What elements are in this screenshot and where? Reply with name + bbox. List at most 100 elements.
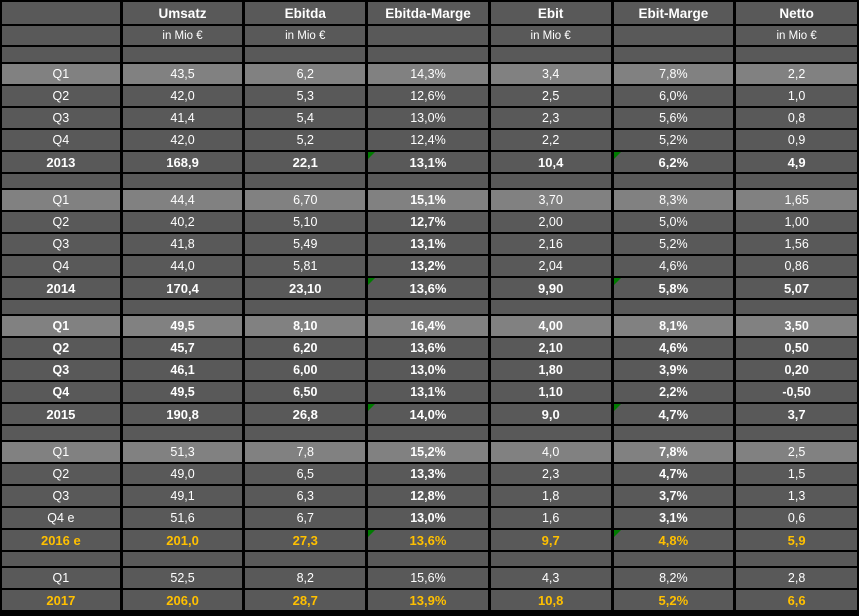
cell-2016-total-ebit-marge[interactable]: 4,8% [613,530,737,552]
cell-2014-total-umsatz[interactable]: 170,4 [122,278,246,300]
cell-2013-Q4-umsatz[interactable]: 42,0 [122,130,246,152]
cell-2014-Q2-ebitda-marge[interactable]: 12,7% [368,212,491,234]
cell-2016-total-ebitda[interactable]: 27,3 [245,530,369,552]
cell-2015-Q1-umsatz[interactable]: 49,5 [122,316,246,338]
cell-2015-Q1-ebitda-marge[interactable]: 16,4% [368,316,491,338]
cell-2013-Q3-label[interactable]: Q3 [0,108,123,130]
cell-2013-total-umsatz[interactable]: 168,9 [122,152,246,174]
cell-2013-Q1-ebitda[interactable]: 6,2 [245,64,369,86]
cell-2015-Q3-ebit-marge[interactable]: 3,9% [613,360,737,382]
cell-2016-Q3-ebit[interactable]: 1,8 [490,486,614,508]
cell-2014-Q1-netto[interactable]: 1,65 [736,190,859,212]
cell-2015-Q2-ebit[interactable]: 2,10 [490,338,614,360]
cell-2016-total-label[interactable]: 2016 e [0,530,123,552]
cell-2016-Q2-ebitda-marge[interactable]: 13,3% [368,464,491,486]
cell-2016-Q3-ebitda-marge[interactable]: 12,8% [368,486,491,508]
cell-2014-Q1-label[interactable]: Q1 [0,190,123,212]
cell-2014-Q4-label[interactable]: Q4 [0,256,123,278]
cell-2016-Q2-ebitda[interactable]: 6,5 [245,464,369,486]
cell-2014-total-ebitda-marge[interactable]: 13,6% [368,278,491,300]
cell-2016-Q2-umsatz[interactable]: 49,0 [122,464,246,486]
cell-2016-Q1-ebitda[interactable]: 7,8 [245,442,369,464]
cell-2015-Q4-ebitda[interactable]: 6,50 [245,382,369,404]
cell-2013-total-label[interactable]: 2013 [0,152,123,174]
cell-2015-Q2-ebit-marge[interactable]: 4,6% [613,338,737,360]
cell-2013-Q1-ebitda-marge[interactable]: 14,3% [368,64,491,86]
cell-2013-Q1-label[interactable]: Q1 [0,64,123,86]
column-header-ebitda[interactable]: Ebitda [245,0,369,26]
cell-2013-Q4-netto[interactable]: 0,9 [736,130,859,152]
cell-2014-Q3-ebit-marge[interactable]: 5,2% [613,234,737,256]
cell-2017-total-ebitda-marge[interactable]: 13,9% [368,590,491,612]
cell-2017-total-ebit-marge[interactable]: 5,2% [613,590,737,612]
cell-2015-Q1-label[interactable]: Q1 [0,316,123,338]
cell-2015-Q4-ebit-marge[interactable]: 2,2% [613,382,737,404]
cell-2016-Q2-ebit-marge[interactable]: 4,7% [613,464,737,486]
cell-2014-Q3-ebit[interactable]: 2,16 [490,234,614,256]
cell-2013-Q3-ebit[interactable]: 2,3 [490,108,614,130]
cell-2013-Q4-ebitda-marge[interactable]: 12,4% [368,130,491,152]
cell-2017-total-umsatz[interactable]: 206,0 [122,590,246,612]
cell-2014-total-ebit-marge[interactable]: 5,8% [613,278,737,300]
cell-2013-Q2-ebitda[interactable]: 5,3 [245,86,369,108]
cell-2013-Q2-netto[interactable]: 1,0 [736,86,859,108]
cell-2016-Q2-netto[interactable]: 1,5 [736,464,859,486]
cell-2013-Q2-ebit[interactable]: 2,5 [490,86,614,108]
cell-2015-total-label[interactable]: 2015 [0,404,123,426]
cell-2016-Q3-netto[interactable]: 1,3 [736,486,859,508]
cell-2013-Q2-ebitda-marge[interactable]: 12,6% [368,86,491,108]
cell-2017-total-ebitda[interactable]: 28,7 [245,590,369,612]
cell-2015-Q3-ebitda[interactable]: 6,00 [245,360,369,382]
cell-2013-Q3-netto[interactable]: 0,8 [736,108,859,130]
cell-2015-Q1-netto[interactable]: 3,50 [736,316,859,338]
cell-2015-total-ebitda[interactable]: 26,8 [245,404,369,426]
cell-2014-Q1-ebitda[interactable]: 6,70 [245,190,369,212]
cell-2013-total-ebitda-marge[interactable]: 13,1% [368,152,491,174]
cell-2016-Q4-e-umsatz[interactable]: 51,6 [122,508,246,530]
cell-2017-Q1-ebit-marge[interactable]: 8,2% [613,568,737,590]
cell-2014-Q4-umsatz[interactable]: 44,0 [122,256,246,278]
cell-2014-Q2-ebitda[interactable]: 5,10 [245,212,369,234]
cell-2016-Q1-label[interactable]: Q1 [0,442,123,464]
cell-2015-Q4-ebitda-marge[interactable]: 13,1% [368,382,491,404]
cell-2014-Q3-ebitda-marge[interactable]: 13,1% [368,234,491,256]
cell-2014-Q2-umsatz[interactable]: 40,2 [122,212,246,234]
cell-2015-Q2-umsatz[interactable]: 45,7 [122,338,246,360]
cell-2014-total-netto[interactable]: 5,07 [736,278,859,300]
cell-2015-total-ebit-marge[interactable]: 4,7% [613,404,737,426]
cell-2013-Q2-label[interactable]: Q2 [0,86,123,108]
cell-2017-total-ebit[interactable]: 10,8 [490,590,614,612]
cell-2014-Q3-umsatz[interactable]: 41,8 [122,234,246,256]
column-header-ebitda-marge[interactable]: Ebitda-Marge [368,0,491,26]
cell-2016-total-umsatz[interactable]: 201,0 [122,530,246,552]
cell-2016-Q1-netto[interactable]: 2,5 [736,442,859,464]
cell-2016-Q3-ebitda[interactable]: 6,3 [245,486,369,508]
column-header-umsatz[interactable]: Umsatz [122,0,246,26]
cell-2014-Q1-ebit[interactable]: 3,70 [490,190,614,212]
cell-2016-Q4-e-ebit-marge[interactable]: 3,1% [613,508,737,530]
cell-2013-Q1-netto[interactable]: 2,2 [736,64,859,86]
cell-2016-Q1-ebit[interactable]: 4,0 [490,442,614,464]
cell-2015-total-ebit[interactable]: 9,0 [490,404,614,426]
cell-2014-Q4-ebit-marge[interactable]: 4,6% [613,256,737,278]
cell-2013-total-ebit-marge[interactable]: 6,2% [613,152,737,174]
cell-2017-Q1-netto[interactable]: 2,8 [736,568,859,590]
cell-2016-total-ebitda-marge[interactable]: 13,6% [368,530,491,552]
cell-2016-Q4-e-ebitda[interactable]: 6,7 [245,508,369,530]
cell-2017-Q1-ebitda-marge[interactable]: 15,6% [368,568,491,590]
cell-2016-Q3-umsatz[interactable]: 49,1 [122,486,246,508]
cell-2015-Q1-ebitda[interactable]: 8,10 [245,316,369,338]
cell-2016-total-ebit[interactable]: 9,7 [490,530,614,552]
cell-2014-Q1-ebit-marge[interactable]: 8,3% [613,190,737,212]
cell-2015-Q2-netto[interactable]: 0,50 [736,338,859,360]
cell-2016-Q4-e-netto[interactable]: 0,6 [736,508,859,530]
cell-2013-Q4-ebitda[interactable]: 5,2 [245,130,369,152]
cell-2013-Q1-ebit[interactable]: 3,4 [490,64,614,86]
cell-2014-Q1-ebitda-marge[interactable]: 15,1% [368,190,491,212]
cell-2016-Q3-ebit-marge[interactable]: 3,7% [613,486,737,508]
cell-2014-Q1-umsatz[interactable]: 44,4 [122,190,246,212]
cell-2014-Q4-ebit[interactable]: 2,04 [490,256,614,278]
cell-2013-total-ebitda[interactable]: 22,1 [245,152,369,174]
cell-2015-total-ebitda-marge[interactable]: 14,0% [368,404,491,426]
cell-2013-Q3-ebitda-marge[interactable]: 13,0% [368,108,491,130]
